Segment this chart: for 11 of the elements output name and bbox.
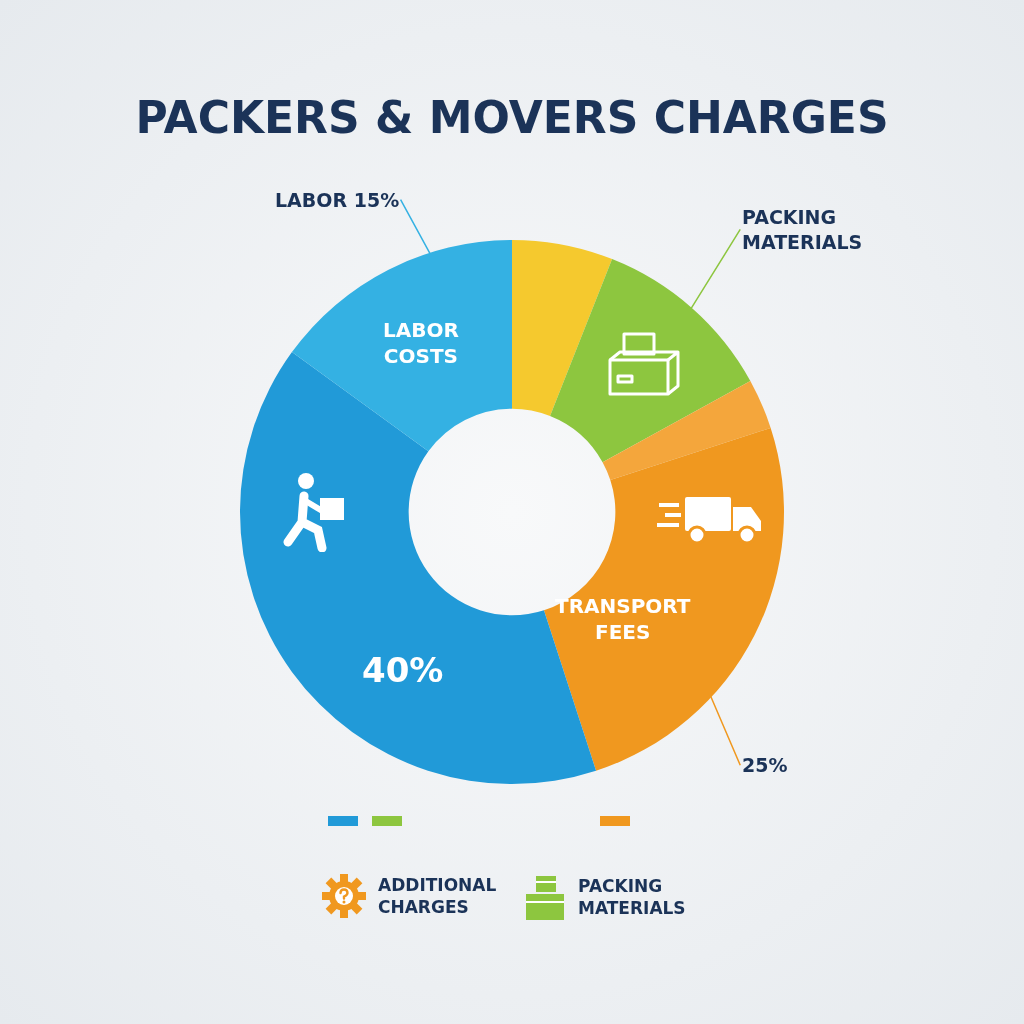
slice-label: LABOR COSTS	[383, 318, 459, 368]
data-label: 40%	[362, 650, 444, 690]
slice-label: TRANSPORT FEES	[555, 594, 691, 644]
chart-title: PACKERS & MOVERS CHARGES	[135, 92, 889, 144]
text: PACKING MATERIALS	[578, 875, 686, 919]
data-label: LABOR 15%	[275, 189, 400, 211]
slice-label: PACKING MATERIALS	[742, 206, 863, 253]
donut-slice	[602, 380, 771, 481]
text: ADDITIONAL CHARGES	[378, 874, 497, 918]
data-label: 25%	[742, 754, 788, 776]
donut-slice	[512, 240, 613, 416]
